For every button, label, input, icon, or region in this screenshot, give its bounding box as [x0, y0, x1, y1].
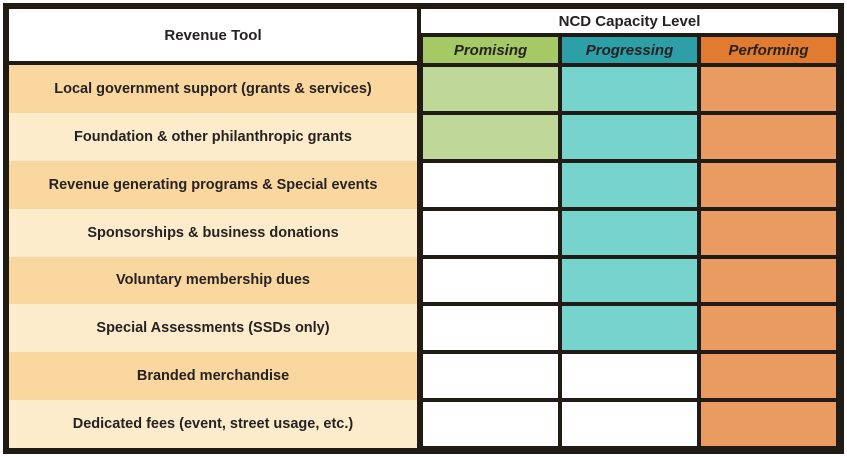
matrix-cell-performing-row8 — [699, 400, 838, 448]
matrix-cell-promising-row6 — [421, 304, 560, 353]
row-label-foundation-other-philanthropic-grants: Foundation & other philanthropic grants — [9, 112, 421, 161]
capacity-matrix-figure: Revenue Tool NCD Capacity Level Promisin… — [3, 3, 844, 454]
capacity-matrix-table: Revenue Tool NCD Capacity Level Promisin… — [9, 9, 838, 448]
matrix-cell-performing-row7 — [699, 352, 838, 401]
matrix-cell-progressing-row4 — [560, 208, 699, 257]
matrix-cell-performing-row2 — [699, 112, 838, 161]
matrix-cell-progressing-row3 — [560, 160, 699, 209]
row-label-branded-merchandise: Branded merchandise — [9, 352, 421, 401]
ncd-capacity-level-group-header-label: NCD Capacity Level — [558, 12, 701, 30]
row-label-voluntary-membership-dues: Voluntary membership dues — [9, 256, 421, 305]
matrix-cell-performing-row4 — [699, 208, 838, 257]
matrix-cell-progressing-row6 — [560, 304, 699, 353]
matrix-cell-promising-row4 — [421, 208, 560, 257]
matrix-cell-promising-row1 — [421, 65, 560, 113]
matrix-cell-performing-row1 — [699, 65, 838, 113]
matrix-cell-progressing-row1 — [560, 65, 699, 113]
revenue-tool-column-header-label: Revenue Tool — [164, 26, 262, 44]
matrix-cell-promising-row5 — [421, 256, 560, 305]
matrix-cell-promising-row8 — [421, 400, 560, 448]
matrix-cell-performing-row6 — [699, 304, 838, 353]
row-label-revenue-generating-programs-special-events: Revenue generating programs & Special ev… — [9, 160, 421, 209]
matrix-cell-progressing-row8 — [560, 400, 699, 448]
row-label-dedicated-fees-event-street-usage-etc: Dedicated fees (event, street usage, etc… — [9, 400, 421, 448]
matrix-cell-promising-row2 — [421, 112, 560, 161]
column-header-progressing: Progressing — [560, 35, 699, 65]
ncd-capacity-level-group-header: NCD Capacity Level — [421, 9, 838, 35]
matrix-cell-progressing-row2 — [560, 112, 699, 161]
revenue-tool-column-header: Revenue Tool — [9, 9, 421, 65]
matrix-cell-promising-row3 — [421, 160, 560, 209]
matrix-cell-progressing-row5 — [560, 256, 699, 305]
column-header-promising: Promising — [421, 35, 560, 65]
matrix-cell-progressing-row7 — [560, 352, 699, 401]
column-header-performing: Performing — [699, 35, 838, 65]
matrix-cell-performing-row5 — [699, 256, 838, 305]
row-label-special-assessments-ssds-only: Special Assessments (SSDs only) — [9, 304, 421, 353]
matrix-cell-performing-row3 — [699, 160, 838, 209]
row-label-sponsorships-business-donations: Sponsorships & business donations — [9, 208, 421, 257]
row-label-local-government-support-grants-services: Local government support (grants & servi… — [9, 65, 421, 113]
matrix-cell-promising-row7 — [421, 352, 560, 401]
